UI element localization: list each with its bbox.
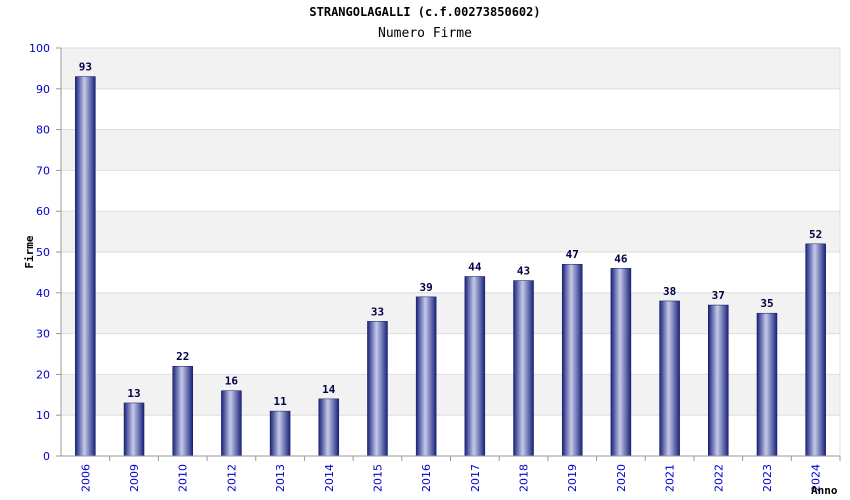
chart-title: STRANGOLAGALLI (c.f.00273850602) <box>309 5 541 19</box>
y-tick-label: 60 <box>36 205 50 218</box>
x-tick-label-2006: 2006 <box>79 464 92 492</box>
x-tick-label-2019: 2019 <box>566 464 579 492</box>
bar-2010 <box>172 365 193 457</box>
data-label-2018: 43 <box>517 265 530 278</box>
bar-2012 <box>221 390 242 457</box>
grid-band <box>61 48 840 89</box>
x-tick-label-2013: 2013 <box>274 464 287 492</box>
x-axis-label: Anno <box>811 484 838 497</box>
data-label-2006: 93 <box>79 61 92 74</box>
y-tick-label: 100 <box>29 42 50 55</box>
data-label-2017: 44 <box>468 260 482 273</box>
x-tick-label-2012: 2012 <box>225 464 238 492</box>
y-tick-label: 10 <box>36 409 50 422</box>
y-tick-label: 30 <box>36 328 50 341</box>
data-label-2012: 16 <box>225 375 239 388</box>
x-tick-label-2021: 2021 <box>664 464 677 492</box>
data-label-2020: 46 <box>614 252 628 265</box>
bar-2020 <box>610 268 632 457</box>
data-label-2015: 33 <box>371 305 384 318</box>
bar-2016 <box>415 296 437 457</box>
data-label-2016: 39 <box>420 281 433 294</box>
bar-2021 <box>659 300 680 457</box>
x-tick-label-2022: 2022 <box>712 464 725 492</box>
data-label-2014: 14 <box>322 383 336 396</box>
data-label-2019: 47 <box>566 248 579 261</box>
x-tick-label-2017: 2017 <box>469 464 482 492</box>
bar-2017 <box>464 276 486 457</box>
grid-band <box>61 129 840 171</box>
y-tick-label: 40 <box>36 287 50 300</box>
data-label-2013: 11 <box>273 395 287 408</box>
bar-2006 <box>75 76 96 457</box>
x-tick-label-2009: 2009 <box>128 464 141 492</box>
grid-band <box>61 211 840 252</box>
y-tick-label: 90 <box>36 83 50 96</box>
bar-2018 <box>513 280 534 457</box>
x-tick-label-2015: 2015 <box>371 464 384 492</box>
data-label-2022: 37 <box>712 289 725 302</box>
bar-2023 <box>756 312 778 457</box>
bar-2019 <box>561 263 583 457</box>
x-tick-label-2010: 2010 <box>177 464 190 492</box>
y-tick-label: 70 <box>36 164 50 177</box>
bar-2022 <box>708 304 729 457</box>
bar-2009 <box>123 402 145 457</box>
chart-subtitle: Numero Firme <box>378 26 472 41</box>
data-label-2021: 38 <box>663 285 676 298</box>
y-tick-label: 0 <box>43 450 50 463</box>
y-tick-label: 20 <box>36 368 50 381</box>
data-label-2010: 22 <box>176 350 189 363</box>
x-tick-label-2024: 2024 <box>810 464 823 492</box>
y-axis-label: Firme <box>23 235 36 268</box>
data-label-2009: 13 <box>127 387 140 400</box>
x-tick-label-2023: 2023 <box>761 464 774 492</box>
bar-2015 <box>367 321 388 457</box>
y-tick-label: 50 <box>36 246 50 259</box>
data-label-2024: 52 <box>809 228 822 241</box>
data-label-2023: 35 <box>760 297 773 310</box>
x-tick-label-2014: 2014 <box>323 464 336 492</box>
y-tick-label: 80 <box>36 124 50 137</box>
x-tick-label-2020: 2020 <box>615 464 628 492</box>
bar-2014 <box>318 398 340 457</box>
x-tick-label-2016: 2016 <box>420 464 433 492</box>
bar-2013 <box>269 410 291 457</box>
x-tick-label-2018: 2018 <box>518 464 531 492</box>
bar-2024 <box>805 243 826 457</box>
